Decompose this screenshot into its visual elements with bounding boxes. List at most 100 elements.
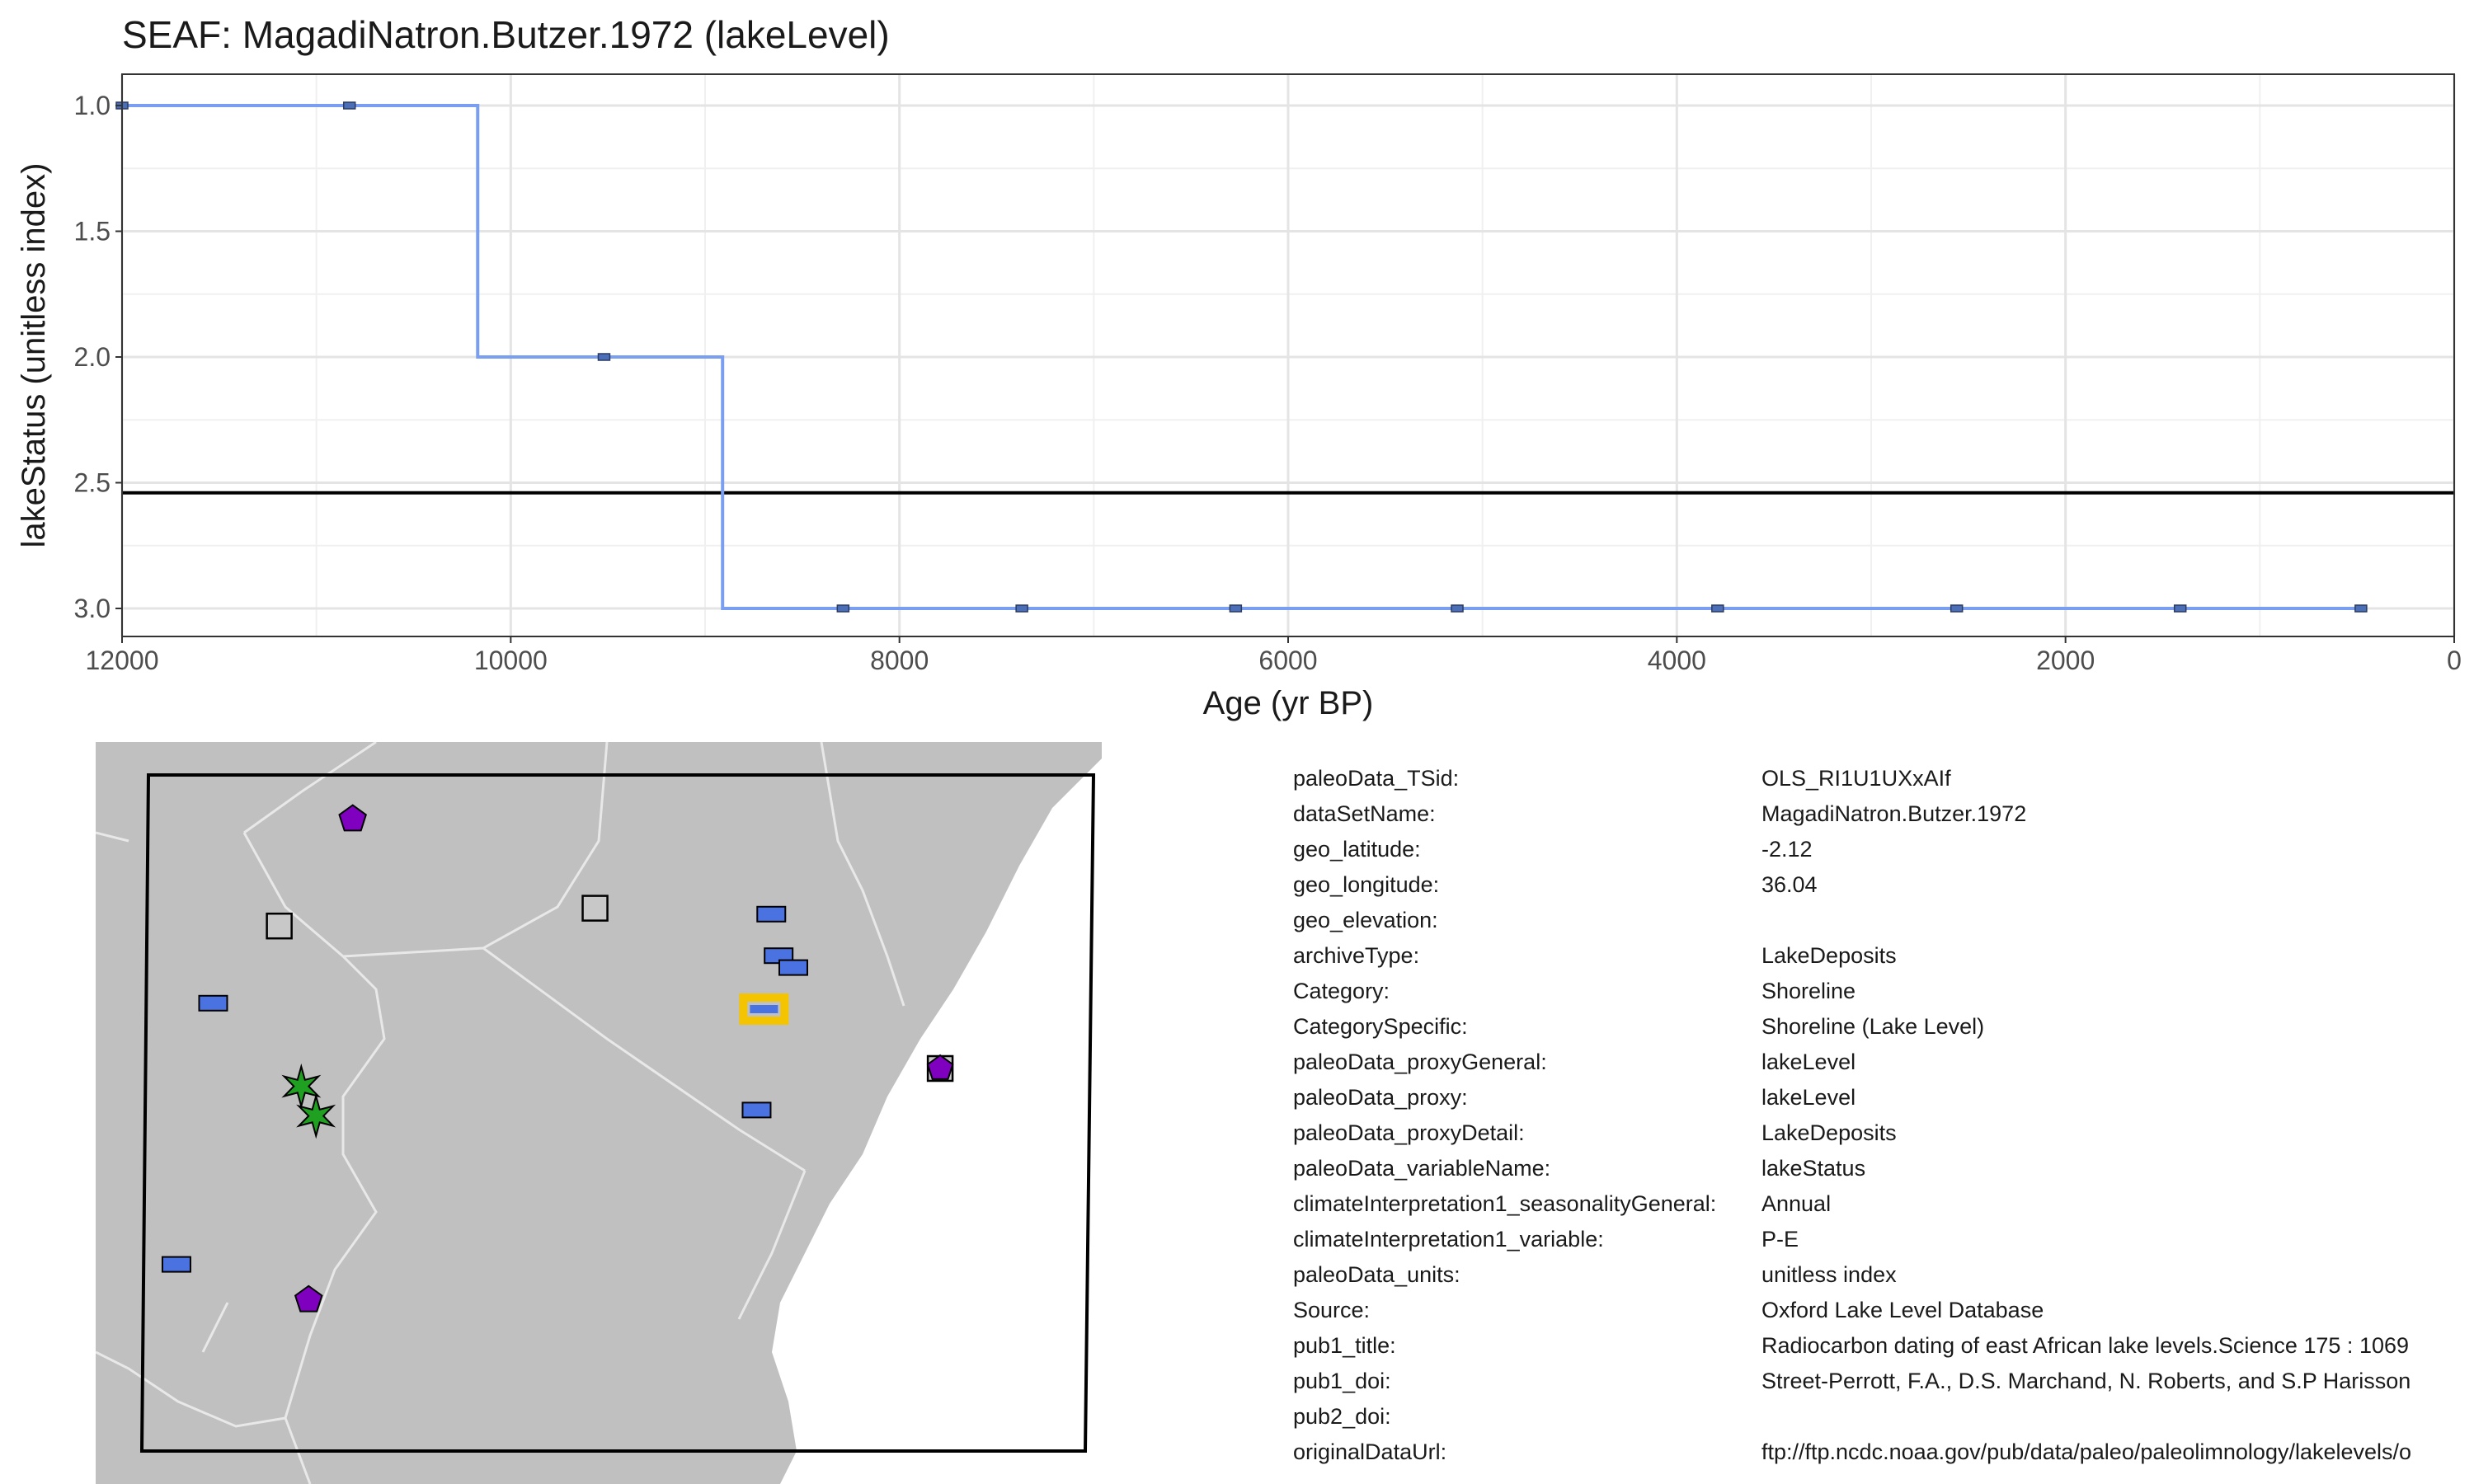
- metadata-key: paleoData_proxy:: [1293, 1085, 1468, 1110]
- metadata-key: paleoData_TSid:: [1293, 766, 1460, 791]
- metadata-row: climateInterpretation1_seasonalityGenera…: [1293, 1187, 2474, 1220]
- site-marker-current: [750, 1005, 778, 1013]
- site-marker-highlight: [739, 993, 789, 1025]
- metadata-row: climateInterpretation1_variable: P-E: [1293, 1223, 2474, 1256]
- metadata-key: climateInterpretation1_seasonalityGenera…: [1293, 1191, 1717, 1216]
- metadata-row: dataSetName: MagadiNatron.Butzer.1972: [1293, 797, 2474, 830]
- site-marker-pentagon: [926, 1054, 954, 1080]
- y-tick-label: 3.0: [74, 594, 111, 623]
- metadata-value: P-E: [1761, 1227, 1799, 1252]
- metadata-row: pub1_doi: Street-Perrott, F.A., D.S. Marc…: [1293, 1364, 2474, 1397]
- metadata-row: paleoData_proxyDetail: LakeDeposits: [1293, 1116, 2474, 1149]
- metadata-key: paleoData_proxyGeneral:: [1293, 1050, 1547, 1074]
- y-axis-label: lakeStatus (unitless index): [16, 163, 52, 548]
- metadata-row: paleoData_TSid: OLS_RI1U1UXxAIf: [1293, 762, 2474, 795]
- metadata-row: CategorySpecific: Shoreline (Lake Level): [1293, 1010, 2474, 1043]
- site-marker-pentagon: [338, 804, 367, 832]
- metadata-value: Shoreline (Lake Level): [1761, 1014, 1985, 1039]
- metadata-row: paleoData_proxyGeneral: lakeLevel: [1293, 1045, 2474, 1078]
- site-marker-pentagon: [294, 1284, 323, 1313]
- metadata-row: pub1_title: Radiocarbon dating of east Af…: [1293, 1329, 2474, 1362]
- metadata-value: Annual: [1761, 1191, 1832, 1216]
- metadata-value: LakeDeposits: [1761, 1120, 1897, 1145]
- site-marker-rect: [198, 994, 228, 1012]
- metadata-key: climateInterpretation1_variable:: [1293, 1227, 1604, 1252]
- metadata-row: pub2_doi:: [1293, 1400, 2474, 1433]
- x-tick-label: 8000: [870, 646, 929, 675]
- map-borders: [96, 742, 905, 1484]
- metadata-row: archiveType: LakeDeposits: [1293, 939, 2474, 972]
- metadata-value: lakeLevel: [1761, 1085, 1856, 1110]
- metadata-row: geo_elevation:: [1293, 904, 2474, 937]
- metadata-value: Shoreline: [1761, 979, 1856, 1003]
- map-extent-box: [139, 773, 1096, 1453]
- x-tick-label: 4000: [1648, 646, 1706, 675]
- metadata-value: lakeLevel: [1761, 1050, 1856, 1074]
- data-point: [836, 604, 850, 613]
- data-point: [1229, 604, 1243, 613]
- x-tick-label: 6000: [1258, 646, 1317, 675]
- metadata-row: geo_latitude: -2.12: [1293, 833, 2474, 866]
- metadata-value: Radiocarbon dating of east African lake …: [1761, 1333, 2410, 1358]
- data-point: [2354, 604, 2368, 613]
- metadata-row: originalDataUrl: ftp://ftp.ncdc.noaa.gov/…: [1293, 1435, 2474, 1468]
- data-point: [2173, 604, 2187, 613]
- metadata-row: paleoData_proxy: lakeLevel: [1293, 1081, 2474, 1114]
- metadata-key: paleoData_variableName:: [1293, 1156, 1551, 1181]
- x-tick-label: 12000: [86, 646, 159, 675]
- metadata-key: CategorySpecific:: [1293, 1014, 1468, 1039]
- metadata-value: Oxford Lake Level Database: [1761, 1298, 2044, 1322]
- metadata-key: pub1_doi:: [1293, 1369, 1391, 1393]
- data-point: [1451, 604, 1464, 613]
- data-point: [1711, 604, 1724, 613]
- metadata-value: MagadiNatron.Butzer.1972: [1761, 801, 2027, 826]
- metadata-value: unitless index: [1761, 1262, 1897, 1287]
- lake-level-chart: SEAF: MagadiNatron.Butzer.1972 (lakeLeve…: [16, 13, 2462, 721]
- chart-title: SEAF: MagadiNatron.Butzer.1972 (lakeLeve…: [122, 13, 890, 56]
- metadata-value: Street-Perrott, F.A., D.S. Marchand, N. …: [1761, 1369, 2411, 1393]
- metadata-key: geo_elevation:: [1293, 908, 1438, 932]
- site-marker-square: [266, 912, 293, 940]
- map-land: [96, 742, 1102, 1484]
- metadata-key: dataSetName:: [1293, 801, 1436, 826]
- site-marker-rect: [756, 905, 787, 923]
- site-marker-square: [581, 895, 609, 922]
- metadata-table: paleoData_TSid: OLS_RI1U1UXxAIf dataSetNam…: [1293, 762, 2474, 1479]
- data-point: [597, 353, 611, 361]
- metadata-key: originalDataUrl:: [1293, 1439, 1447, 1464]
- metadata-value: lakeStatus: [1761, 1156, 1866, 1181]
- y-tick-label: 1.5: [74, 217, 111, 247]
- metadata-key: archiveType:: [1293, 943, 1420, 968]
- x-tick-label: 2000: [2036, 646, 2095, 675]
- metadata-value: -2.12: [1761, 837, 1813, 862]
- metadata-row: Source: Oxford Lake Level Database: [1293, 1294, 2474, 1327]
- y-axis-ticks: 1.0 1.5 2.0 2.5 3.0: [74, 91, 122, 623]
- y-tick-label: 2.0: [74, 342, 111, 372]
- metadata-value: LakeDeposits: [1761, 943, 1897, 968]
- metadata-key: geo_longitude:: [1293, 872, 1440, 897]
- metadata-key: Source:: [1293, 1298, 1371, 1322]
- site-map: [96, 742, 1102, 1484]
- site-marker-rect: [161, 1256, 191, 1273]
- metadata-value: OLS_RI1U1UXxAIf: [1761, 766, 1951, 791]
- x-tick-label: 10000: [474, 646, 548, 675]
- y-tick-label: 2.5: [74, 468, 111, 498]
- x-axis-label: Age (yr BP): [1203, 685, 1374, 721]
- metadata-value: ftp://ftp.ncdc.noaa.gov/pub/data/paleo/p…: [1761, 1439, 2412, 1464]
- metadata-row: Category: Shoreline: [1293, 974, 2474, 1007]
- site-marker-rect: [741, 1101, 772, 1119]
- metadata-row: paleoData_units: unitless index: [1293, 1258, 2474, 1291]
- site-marker-rect: [778, 959, 808, 976]
- metadata-key: geo_latitude:: [1293, 837, 1421, 862]
- site-marker-star: [296, 1092, 336, 1139]
- data-point: [1950, 604, 1964, 613]
- metadata-row: paleoData_variableName: lakeStatus: [1293, 1152, 2474, 1185]
- x-axis-ticks: 12000 10000 8000 6000 4000 2000 0: [86, 636, 2462, 675]
- metadata-key: Category:: [1293, 979, 1390, 1003]
- metadata-key: paleoData_units:: [1293, 1262, 1460, 1287]
- data-point: [1015, 604, 1028, 613]
- data-point: [342, 101, 356, 110]
- metadata-key: paleoData_proxyDetail:: [1293, 1120, 1525, 1145]
- metadata-key: pub2_doi:: [1293, 1404, 1391, 1429]
- map-sites: [161, 804, 954, 1313]
